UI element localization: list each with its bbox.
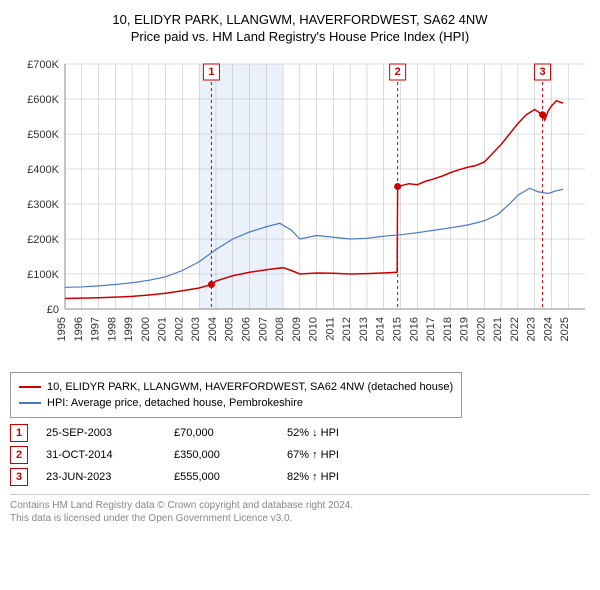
event-marker: 3 [10, 468, 28, 486]
x-tick-label: 1998 [106, 317, 118, 341]
x-tick-label: 2005 [224, 317, 236, 341]
event-delta-vs-hpi: 82% ↑ HPI [287, 471, 377, 483]
sale-point [539, 111, 546, 118]
x-tick-label: 2000 [140, 317, 152, 341]
x-tick-label: 2019 [459, 317, 471, 341]
x-tick-label: 2015 [391, 317, 403, 341]
event-delta-vs-hpi: 67% ↑ HPI [287, 449, 377, 461]
y-tick-label: £300K [27, 199, 59, 211]
sale-point [208, 281, 215, 288]
footnote-line-2: This data is licensed under the Open Gov… [10, 512, 590, 525]
x-tick-label: 1999 [123, 317, 135, 341]
event-delta-vs-hpi: 52% ↓ HPI [287, 427, 377, 439]
x-tick-label: 2022 [509, 317, 521, 341]
x-tick-label: 2003 [190, 317, 202, 341]
x-tick-label: 2023 [526, 317, 538, 341]
legend-label: HPI: Average price, detached house, Pemb… [47, 397, 303, 409]
event-price: £70,000 [174, 427, 269, 439]
x-tick-label: 1995 [56, 317, 68, 341]
event-price: £350,000 [174, 449, 269, 461]
y-tick-label: £200K [27, 234, 59, 246]
x-tick-label: 2011 [324, 317, 336, 341]
x-tick-label: 2016 [408, 317, 420, 341]
x-tick-label: 2021 [492, 317, 504, 341]
legend-swatch [19, 386, 41, 388]
x-tick-label: 2014 [375, 317, 387, 341]
x-tick-label: 2013 [358, 317, 370, 341]
legend-swatch [19, 402, 41, 404]
footnote-line-1: Contains HM Land Registry data © Crown c… [10, 499, 590, 512]
event-date: 31-OCT-2014 [46, 449, 156, 461]
price-chart: £0 £100K £200K £300K £400K £500K £600K £700K 199… [10, 54, 590, 364]
legend-row: 10, ELIDYR PARK, LLANGWM, HAVERFORDWEST,… [19, 379, 453, 395]
data-attribution: Contains HM Land Registry data © Crown c… [10, 494, 590, 525]
x-tick-label: 2001 [157, 317, 169, 341]
event-price: £555,000 [174, 471, 269, 483]
x-tick-label: 2018 [442, 317, 454, 341]
event-marker-number: 1 [208, 66, 214, 78]
x-tick-label: 2002 [173, 317, 185, 341]
event-marker-number: 2 [395, 66, 401, 78]
page-title-sub: Price paid vs. HM Land Registry's House … [10, 29, 590, 44]
x-tick-label: 1997 [90, 317, 102, 341]
y-tick-label: £0 [47, 304, 59, 316]
y-tick-label: £500K [27, 129, 59, 141]
x-tick-label: 2010 [308, 317, 320, 341]
x-tick-label: 2007 [257, 317, 269, 341]
x-tick-label: 2008 [274, 317, 286, 341]
x-tick-label: 2020 [475, 317, 487, 341]
x-tick-label: 2004 [207, 317, 219, 341]
x-tick-label: 2025 [559, 317, 571, 341]
event-date: 25-SEP-2003 [46, 427, 156, 439]
y-tick-label: £700K [27, 59, 59, 71]
page-title-address: 10, ELIDYR PARK, LLANGWM, HAVERFORDWEST,… [10, 12, 590, 27]
event-marker: 1 [10, 424, 28, 442]
x-tick-label: 2017 [425, 317, 437, 341]
x-tick-label: 2006 [241, 317, 253, 341]
x-tick-label: 2012 [341, 317, 353, 341]
legend-row: HPI: Average price, detached house, Pemb… [19, 395, 453, 411]
legend-label: 10, ELIDYR PARK, LLANGWM, HAVERFORDWEST,… [47, 381, 453, 393]
event-marker-number: 3 [539, 66, 545, 78]
event-marker: 2 [10, 446, 28, 464]
sale-point [394, 183, 401, 190]
event-row: 2 31-OCT-2014 £350,000 67% ↑ HPI [10, 444, 590, 466]
x-tick-label: 2009 [291, 317, 303, 341]
legend: 10, ELIDYR PARK, LLANGWM, HAVERFORDWEST,… [10, 372, 462, 418]
sale-events-table: 1 25-SEP-2003 £70,000 52% ↓ HPI 2 31-OCT-2014… [10, 422, 590, 488]
x-tick-label: 2024 [542, 317, 554, 341]
x-tick-label: 1996 [73, 317, 85, 341]
y-tick-label: £400K [27, 164, 59, 176]
event-date: 23-JUN-2023 [46, 471, 156, 483]
y-tick-label: £100K [27, 269, 59, 281]
event-row: 1 25-SEP-2003 £70,000 52% ↓ HPI [10, 422, 590, 444]
event-row: 3 23-JUN-2023 £555,000 82% ↑ HPI [10, 466, 590, 488]
y-tick-label: £600K [27, 94, 59, 106]
